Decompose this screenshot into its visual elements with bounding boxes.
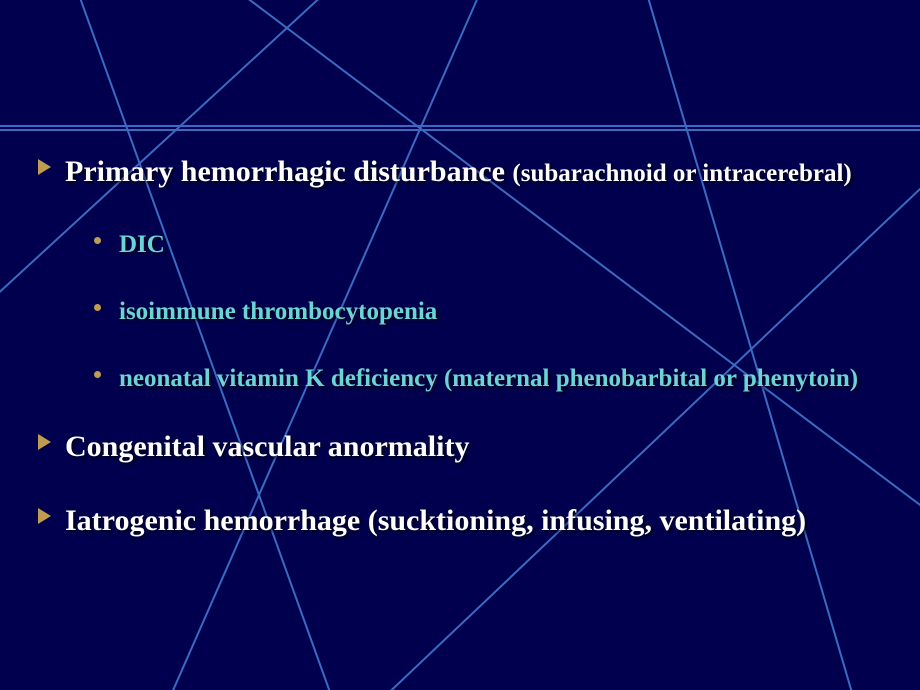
sub-text: isoimmune thrombocytopenia <box>119 289 437 334</box>
bullet-text-1: Primary hemorrhagic disturbance (subarac… <box>65 148 852 196</box>
dot-icon <box>94 371 101 378</box>
sublist-1: DIC isoimmune thrombocytopenia neonatal … <box>94 222 888 401</box>
bullet-text-3: Iatrogenic hemorrhage (sucktioning, infu… <box>65 497 806 545</box>
sub-item: neonatal vitamin K deficiency (maternal … <box>94 356 888 401</box>
sub-item: DIC <box>94 222 888 267</box>
arrow-icon <box>38 508 51 524</box>
bullet-paren-1: (subarachnoid or intracerebral) <box>512 160 851 187</box>
dot-icon <box>94 237 101 244</box>
bullet-text-2: Congenital vascular anormality <box>65 423 469 471</box>
arrow-icon <box>38 159 51 175</box>
slide-content: Primary hemorrhagic disturbance (subarac… <box>38 148 888 571</box>
bullet-item-3: Iatrogenic hemorrhage (sucktioning, infu… <box>38 497 888 545</box>
bullet-item-1: Primary hemorrhagic disturbance (subarac… <box>38 148 888 196</box>
sub-text: neonatal vitamin K deficiency (maternal … <box>119 356 858 401</box>
sub-text: DIC <box>119 222 165 267</box>
sub-item: isoimmune thrombocytopenia <box>94 289 888 334</box>
bullet-item-2: Congenital vascular anormality <box>38 423 888 471</box>
dot-icon <box>94 304 101 311</box>
arrow-icon <box>38 434 51 450</box>
bullet-main-1: Primary hemorrhagic disturbance <box>65 155 512 188</box>
